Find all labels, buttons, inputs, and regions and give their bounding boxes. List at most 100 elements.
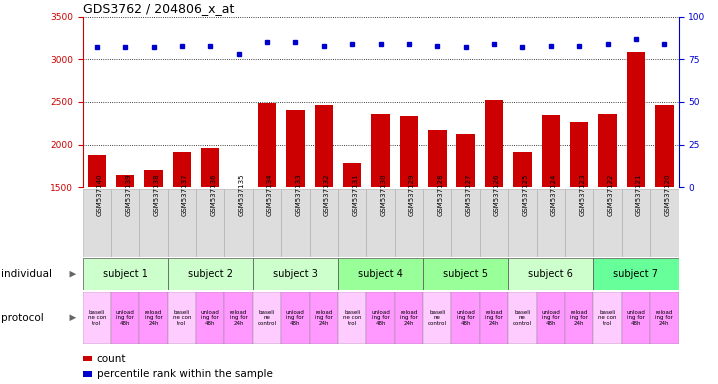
Bar xyxy=(281,292,309,344)
Bar xyxy=(536,292,565,344)
Text: GSM537132: GSM537132 xyxy=(324,174,330,216)
Text: unload
ing for
48h: unload ing for 48h xyxy=(201,310,220,326)
Text: GSM537125: GSM537125 xyxy=(523,174,528,216)
Bar xyxy=(480,292,508,344)
Text: unload
ing for
48h: unload ing for 48h xyxy=(116,310,134,326)
Bar xyxy=(253,258,338,290)
Bar xyxy=(541,115,560,187)
Bar xyxy=(168,292,196,344)
Text: GSM537135: GSM537135 xyxy=(238,174,245,216)
Text: GSM537140: GSM537140 xyxy=(97,174,103,216)
Text: GSM537129: GSM537129 xyxy=(409,174,415,216)
Bar xyxy=(172,152,191,187)
Text: GSM537138: GSM537138 xyxy=(154,173,159,216)
Text: reload
ing for
24h: reload ing for 24h xyxy=(570,310,588,326)
Bar xyxy=(508,258,593,290)
Text: GSM537139: GSM537139 xyxy=(125,173,131,216)
Bar xyxy=(314,105,333,187)
Bar xyxy=(83,371,91,377)
Bar xyxy=(371,114,390,187)
Bar xyxy=(650,189,679,257)
Text: baseli
ne con
trol: baseli ne con trol xyxy=(88,310,106,326)
Text: GSM537131: GSM537131 xyxy=(352,173,358,216)
Bar xyxy=(480,189,508,257)
Text: unload
ing for
48h: unload ing for 48h xyxy=(371,310,390,326)
Text: count: count xyxy=(97,354,126,364)
Text: subject 2: subject 2 xyxy=(188,269,233,279)
Text: GSM537136: GSM537136 xyxy=(210,173,216,216)
Bar xyxy=(139,292,168,344)
Text: subject 3: subject 3 xyxy=(273,269,318,279)
Bar xyxy=(281,189,309,257)
Bar xyxy=(423,292,452,344)
Bar xyxy=(83,292,111,344)
Text: GSM537128: GSM537128 xyxy=(437,174,443,216)
Text: baseli
ne
control: baseli ne control xyxy=(513,310,532,326)
Text: reload
ing for
24h: reload ing for 24h xyxy=(315,310,332,326)
Text: GSM537124: GSM537124 xyxy=(551,174,556,216)
Bar xyxy=(593,258,679,290)
Bar xyxy=(570,122,589,187)
Bar xyxy=(457,134,475,187)
Text: GSM537122: GSM537122 xyxy=(607,174,614,216)
Bar xyxy=(395,189,423,257)
Bar xyxy=(196,292,225,344)
Bar xyxy=(622,189,650,257)
Bar xyxy=(650,292,679,344)
Text: GSM537121: GSM537121 xyxy=(636,174,642,216)
Bar xyxy=(83,189,111,257)
Text: unload
ing for
48h: unload ing for 48h xyxy=(456,310,475,326)
Text: subject 4: subject 4 xyxy=(358,269,403,279)
Text: subject 5: subject 5 xyxy=(443,269,488,279)
Bar xyxy=(83,258,168,290)
Bar xyxy=(225,189,253,257)
Text: unload
ing for
48h: unload ing for 48h xyxy=(627,310,645,326)
Bar xyxy=(286,111,304,187)
Bar xyxy=(144,170,163,187)
Bar xyxy=(83,356,91,361)
Bar xyxy=(400,116,418,187)
Bar xyxy=(168,258,253,290)
Text: baseli
ne con
trol: baseli ne con trol xyxy=(598,310,617,326)
Bar xyxy=(366,189,395,257)
Text: individual: individual xyxy=(1,269,52,279)
Bar xyxy=(116,175,134,187)
Bar xyxy=(111,292,139,344)
Bar xyxy=(338,258,423,290)
Bar xyxy=(655,105,673,187)
Bar xyxy=(309,292,338,344)
Bar xyxy=(139,189,168,257)
Bar xyxy=(565,292,593,344)
Bar xyxy=(452,292,480,344)
Bar xyxy=(452,189,480,257)
Bar xyxy=(513,152,531,187)
Bar xyxy=(536,189,565,257)
Bar xyxy=(338,189,366,257)
Bar xyxy=(428,130,447,187)
Text: baseli
ne con
trol: baseli ne con trol xyxy=(343,310,361,326)
Bar xyxy=(423,189,452,257)
Text: reload
ing for
24h: reload ing for 24h xyxy=(656,310,673,326)
Bar xyxy=(309,189,338,257)
Bar xyxy=(258,103,276,187)
Bar xyxy=(508,189,536,257)
Bar xyxy=(627,52,645,187)
Text: subject 1: subject 1 xyxy=(103,269,148,279)
Bar xyxy=(201,148,220,187)
Text: reload
ing for
24h: reload ing for 24h xyxy=(485,310,503,326)
Bar xyxy=(88,155,106,187)
Bar xyxy=(622,292,650,344)
Text: percentile rank within the sample: percentile rank within the sample xyxy=(97,369,273,379)
Text: GSM537126: GSM537126 xyxy=(494,174,500,216)
Text: unload
ing for
48h: unload ing for 48h xyxy=(286,310,305,326)
Text: subject 7: subject 7 xyxy=(613,269,658,279)
Text: GSM537120: GSM537120 xyxy=(664,174,671,216)
Bar xyxy=(593,189,622,257)
Text: baseli
ne con
trol: baseli ne con trol xyxy=(172,310,191,326)
Text: reload
ing for
24h: reload ing for 24h xyxy=(230,310,248,326)
Bar xyxy=(196,189,225,257)
Text: GSM537123: GSM537123 xyxy=(579,174,585,216)
Text: protocol: protocol xyxy=(1,313,45,323)
Bar xyxy=(598,114,617,187)
Text: unload
ing for
48h: unload ing for 48h xyxy=(541,310,560,326)
